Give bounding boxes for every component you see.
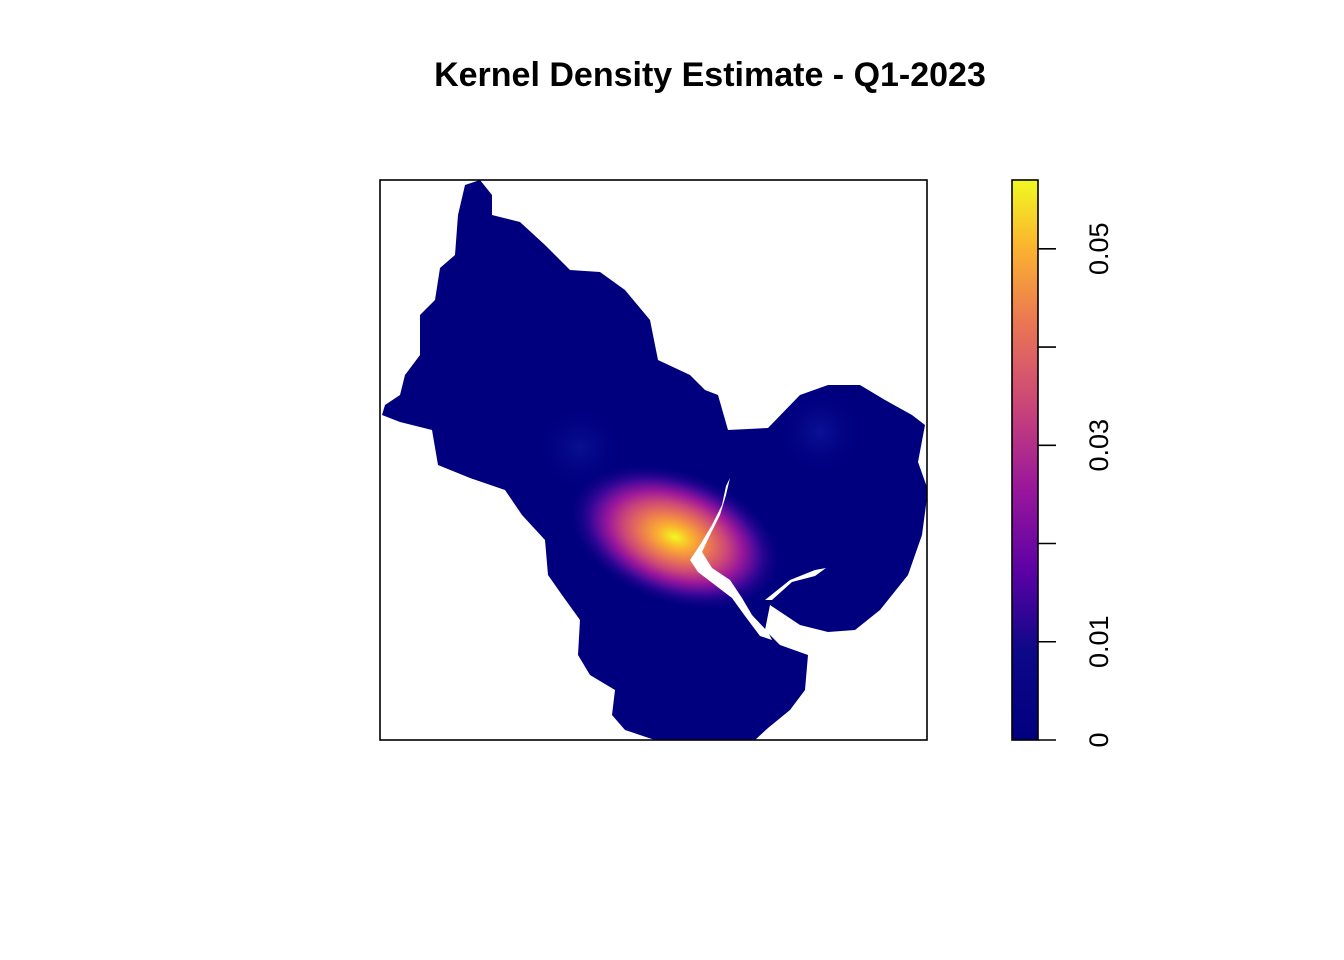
colorbar <box>1011 179 1039 741</box>
colorbar-tick-label: 0 <box>1084 732 1114 747</box>
density-peak-central <box>560 440 790 640</box>
colorbar-tick-label: 0.01 <box>1084 615 1114 668</box>
density-region <box>382 180 927 740</box>
chart-title: Kernel Density Estimate - Q1-2023 <box>434 56 986 94</box>
plot-frame <box>379 179 928 741</box>
colorbar-tick-label: 0.03 <box>1084 419 1114 472</box>
colorbar-ticks: 0 0.01 0.03 0.05 <box>1038 222 1114 748</box>
river-branch <box>765 568 826 600</box>
colorbar-tick-label: 0.05 <box>1084 222 1114 275</box>
